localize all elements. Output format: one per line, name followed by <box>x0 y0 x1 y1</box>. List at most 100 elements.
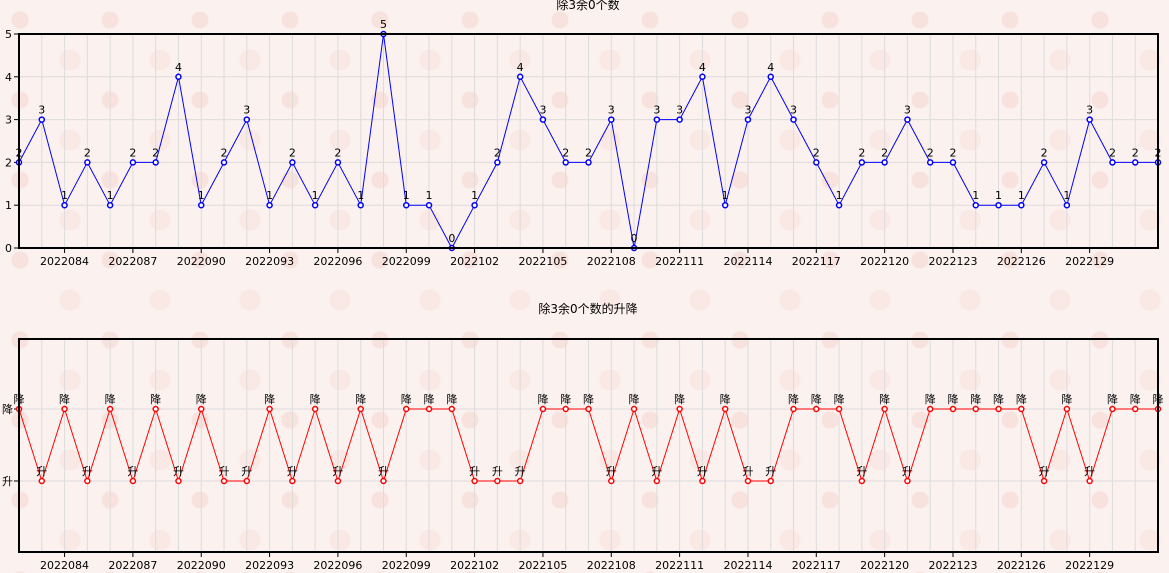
chart2-point <box>744 477 752 485</box>
chart2-point <box>471 477 478 485</box>
chart2-point <box>289 477 296 485</box>
chart2-point <box>926 405 934 413</box>
chart2-data-label: 降 <box>629 392 640 406</box>
chart2-data-label: 升 <box>1039 465 1050 478</box>
chart2-x-tick-label: 2022114 <box>723 559 772 572</box>
chart1-data-label: 2 <box>129 146 136 159</box>
chart1-x-tick-label: 2022108 <box>587 255 636 268</box>
chart1-point <box>562 159 569 166</box>
chart2-point <box>630 405 638 413</box>
chart2-data-label: 降 <box>583 392 594 406</box>
chart2-data-label: 升 <box>1084 465 1095 478</box>
chart1-x-tick-label: 2022093 <box>245 255 294 268</box>
chart2-data-label: 降 <box>264 392 275 406</box>
chart1-data-label: 3 <box>608 104 615 117</box>
chart1-data-label: 2 <box>881 146 888 159</box>
chart1-point <box>744 116 752 123</box>
chart2-data-label: 升 <box>241 465 252 478</box>
chart2-data-label: 降 <box>424 392 435 406</box>
chart2-data-label: 降 <box>1016 392 1027 406</box>
chart1-point <box>972 201 980 209</box>
chart2-point <box>790 405 797 413</box>
chart1-point <box>289 159 296 166</box>
chart1-data-label: 1 <box>972 189 979 202</box>
chart1-data-label: 1 <box>403 189 410 202</box>
chart2-point <box>84 477 91 485</box>
chart-rise-fall: 除3余0个数的升降 升 降 2022084 2022087 2022090 2022093… <box>2 301 1164 572</box>
chart1-x-tick-label: 2022084 <box>40 255 89 268</box>
chart1-data-label: 2 <box>1109 146 1116 159</box>
chart1-data-label: 1 <box>266 189 273 202</box>
chart1-point <box>1040 159 1048 166</box>
chart1-point <box>311 201 319 209</box>
chart1-point <box>1063 201 1071 209</box>
chart1-x-tick-label: 2022129 <box>1065 255 1114 268</box>
chart2-point <box>380 477 387 485</box>
chart1-data-label: 2 <box>813 146 820 159</box>
chart1-data-label: 1 <box>836 189 843 202</box>
chart2-data-label: 升 <box>36 465 47 478</box>
chart2-data-label: 降 <box>355 392 366 406</box>
chart2-point <box>334 477 342 485</box>
chart2-point <box>516 477 524 485</box>
chart2-frame <box>18 338 1159 553</box>
chart1-data-label: 2 <box>494 146 501 159</box>
chart1-data-label: 4 <box>699 61 706 74</box>
chart2-x-tick-label: 2022105 <box>518 559 567 572</box>
chart1-x-tick-label: 2022087 <box>108 255 157 268</box>
chart2-point <box>61 405 68 413</box>
chart1-point <box>425 201 433 209</box>
chart1-point <box>813 159 820 166</box>
chart2-x-tick-label: 2022126 <box>997 559 1046 572</box>
chart2-title: 除3余0个数的升降 <box>538 301 637 316</box>
chart1-point <box>653 116 661 123</box>
chart2-data-label: 升 <box>378 465 389 478</box>
chart2-data-label: 降 <box>59 392 70 406</box>
chart1-point <box>1109 159 1116 166</box>
chart2-data-label: 降 <box>1107 392 1118 406</box>
chart2-data-label: 降 <box>310 392 321 406</box>
chart2-point <box>152 405 159 413</box>
chart1-point <box>403 201 410 209</box>
chart2-data-label: 升 <box>856 465 867 478</box>
chart1-data-label: 3 <box>676 104 683 117</box>
chart2-point <box>220 477 228 485</box>
chart1-point <box>539 116 547 123</box>
chart2-point <box>403 405 410 413</box>
chart2-data-label: 升 <box>765 465 776 478</box>
chart2-data-label: 降 <box>788 392 799 406</box>
chart1-data-label: 3 <box>790 104 797 117</box>
chart2-x-tick-label: 2022099 <box>382 559 431 572</box>
chart1-point <box>357 201 364 209</box>
chart1-data-label: 1 <box>312 189 319 202</box>
chart1-point <box>152 159 159 166</box>
chart1-data-label: 1 <box>426 189 433 202</box>
chart2-point <box>995 405 1002 413</box>
chart1-point <box>995 201 1002 209</box>
chart2-point <box>767 477 774 485</box>
chart1-data-label: 3 <box>1086 104 1093 117</box>
chart1-point <box>585 159 592 166</box>
chart2-x-tick-label: 2022087 <box>108 559 157 572</box>
chart1-data-label: 1 <box>107 189 114 202</box>
chart2-point <box>1063 405 1071 413</box>
chart1-point <box>516 73 524 81</box>
chart2-y-tick-label: 降 <box>2 402 13 416</box>
chart2-data-label: 升 <box>173 465 184 478</box>
chart2-x-tick-label: 2022117 <box>792 559 841 572</box>
chart1-point <box>334 159 342 166</box>
chart1-point <box>699 73 706 81</box>
chart1-frame <box>18 33 1159 249</box>
chart2-point <box>425 405 433 413</box>
chart2-x-tick-label: 2022120 <box>860 559 909 572</box>
chart2-point <box>129 477 137 485</box>
chart1-data-label: 2 <box>1132 146 1139 159</box>
chart1-data-label: 1 <box>722 189 729 202</box>
chart1-data-label: 2 <box>927 146 934 159</box>
chart2-point <box>699 477 706 485</box>
chart2-point <box>585 405 592 413</box>
chart1-y-tick-label: 0 <box>5 242 12 255</box>
chart1-data-label: 1 <box>61 189 68 202</box>
chart2-data-label: 升 <box>82 465 93 478</box>
chart1-point <box>129 159 137 166</box>
